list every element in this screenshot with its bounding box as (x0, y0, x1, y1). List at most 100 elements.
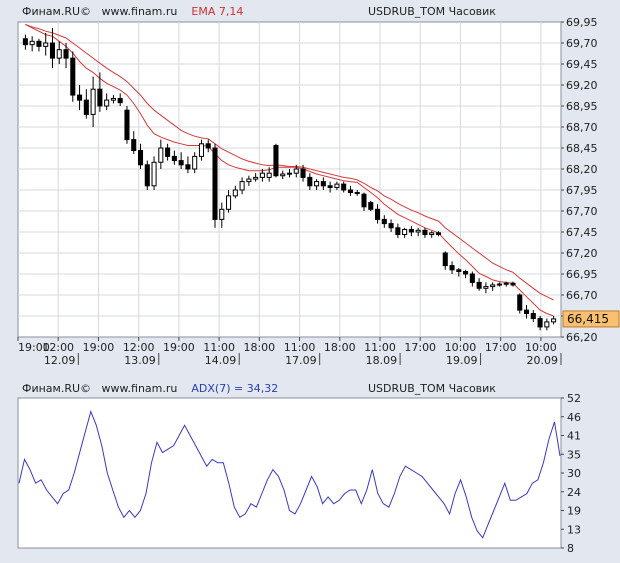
candle-body (347, 189, 353, 194)
adx-plot-area (17, 397, 562, 549)
candle (192, 152, 198, 174)
candle (354, 190, 360, 196)
adx-y-tick-label: 46 (567, 411, 581, 424)
candle (49, 27, 56, 69)
bottom-instrument-label: USDRUB_TOM Часовик (368, 382, 496, 395)
candle-body (415, 229, 421, 233)
candle-body (381, 218, 387, 225)
candle (205, 139, 211, 153)
candle (97, 72, 103, 112)
candle-body (192, 155, 198, 170)
candle (334, 181, 340, 190)
price-plot-area (17, 21, 562, 338)
candle-body (503, 282, 509, 285)
price-grid (18, 22, 561, 337)
candle-body (476, 281, 482, 289)
candle-body (43, 42, 49, 47)
candle-body (212, 147, 218, 220)
candle-body (544, 321, 550, 328)
candle (158, 139, 164, 169)
candle-body (205, 143, 211, 149)
candle (456, 268, 462, 277)
price-x-time-label: 11:00 (203, 341, 235, 354)
candle-body (293, 168, 299, 174)
candle (523, 305, 530, 319)
candle-body (510, 282, 516, 286)
candle-body (307, 176, 313, 187)
candle-body (90, 88, 96, 115)
candle-body (429, 232, 435, 236)
candle (131, 131, 137, 154)
candle-body (395, 227, 401, 236)
candle-body (83, 99, 89, 115)
candle (463, 269, 469, 279)
candle-body (388, 223, 394, 229)
candle-body (124, 109, 130, 141)
candle-body (151, 161, 157, 187)
adx-y-tick-label: 52 (567, 392, 581, 405)
price-x-time-label: 19:00 (83, 341, 115, 354)
price-x-time-label: 17:00 (485, 341, 517, 354)
candle-body (232, 189, 238, 197)
candle-body (368, 202, 374, 210)
candle (395, 223, 401, 238)
candle-body (422, 229, 428, 236)
candle (239, 177, 245, 195)
candle (496, 282, 502, 287)
candle-body (517, 294, 523, 311)
candles (22, 27, 557, 331)
price-x-date-label: 14.09 (205, 354, 237, 367)
candle (226, 190, 232, 213)
candle-body (300, 168, 306, 178)
candle (83, 89, 89, 119)
candle (381, 215, 387, 228)
price-y-tick-label: 68,95 (566, 100, 598, 113)
price-x-time-label: 12:00 (123, 341, 155, 354)
candle-body (341, 183, 347, 191)
candle (408, 226, 414, 237)
price-y-tick-label: 69,95 (566, 16, 598, 29)
candle (469, 271, 475, 287)
candle (178, 152, 184, 169)
candle (490, 282, 496, 291)
price-x-time-label: 19:00 (18, 341, 50, 354)
bottom-chart-header: Финам.RU© www.finam.ru ADX(7) = 34,32 (22, 382, 278, 395)
candle-body (449, 265, 455, 271)
candle-body (104, 99, 110, 107)
candle-body (137, 150, 144, 166)
bottom-indicator-label: ADX(7) = 34,32 (191, 382, 279, 395)
candle (300, 164, 306, 182)
price-x-time-label: 10:00 (445, 341, 477, 354)
price-y-tick-label: 66,20 (566, 331, 598, 344)
candle-body (320, 181, 326, 187)
candle (422, 227, 428, 238)
price-y-tick-label: 67,95 (566, 184, 598, 197)
price-x-date-label: 18.09 (366, 354, 398, 367)
candle (551, 316, 557, 325)
adx-line (18, 410, 561, 539)
last-price-value: 66,415 (567, 312, 609, 326)
candle (273, 143, 279, 178)
candle-body (165, 147, 171, 157)
candle (117, 93, 123, 106)
candle (246, 175, 252, 186)
candle-body (286, 172, 293, 175)
price-x-time-label: 12:00 (42, 341, 74, 354)
candle (29, 36, 35, 52)
candle-body (29, 40, 35, 46)
candle (286, 169, 293, 178)
candle-body (226, 195, 232, 210)
candle-body (171, 155, 177, 162)
candle (415, 227, 421, 237)
candle (171, 150, 177, 165)
candle (36, 38, 42, 52)
candle (43, 32, 49, 56)
candle (137, 143, 144, 169)
candle (110, 95, 116, 104)
candle-body (219, 208, 225, 220)
price-y-tick-label: 68,45 (566, 142, 598, 155)
candle-body (469, 273, 475, 283)
candle-body (97, 88, 103, 107)
candle-body (402, 228, 408, 236)
